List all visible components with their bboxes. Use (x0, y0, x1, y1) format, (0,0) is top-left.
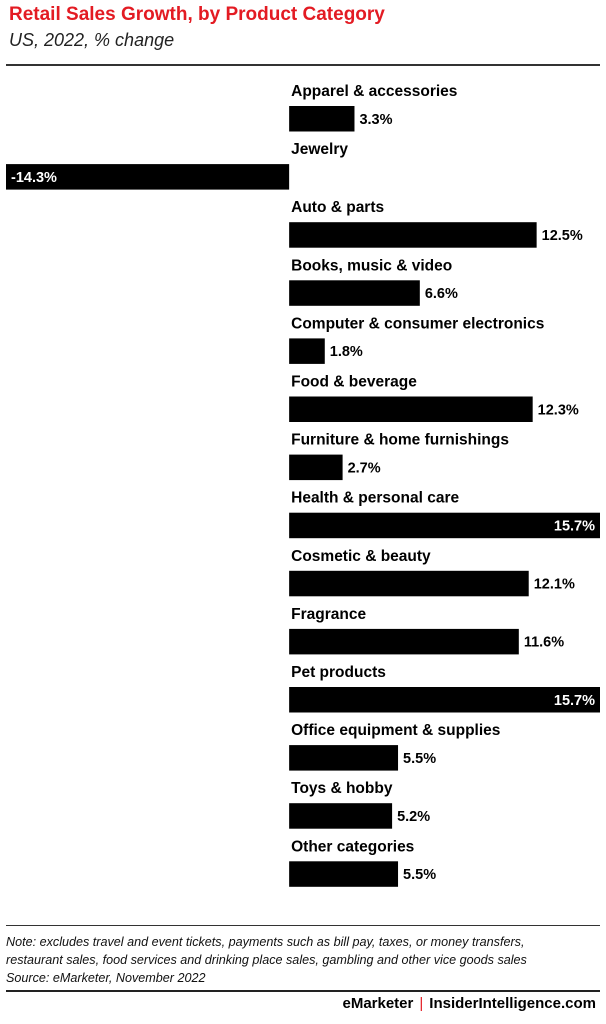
bar-0 (289, 106, 355, 132)
value-label: -14.3% (11, 170, 57, 186)
bar-7 (289, 512, 600, 539)
top-divider (6, 64, 600, 66)
chart-subtitle: US, 2022, % change (9, 30, 175, 50)
bar-13 (289, 861, 399, 887)
value-label: 11.6% (524, 635, 564, 651)
value-label: 5.5% (403, 751, 436, 767)
note-line-2: restaurant sales, food services and drin… (6, 953, 527, 967)
category-label: Cosmetic & beauty (291, 548, 431, 565)
value-label: 12.1% (534, 577, 575, 593)
chart-notes: Note: excludes travel and event tickets,… (6, 933, 600, 987)
source-line: Source: eMarketer, November 2022 (6, 971, 206, 985)
bar-6 (289, 454, 343, 481)
value-label: 2.7% (348, 460, 381, 476)
category-label: Health & personal care (291, 490, 459, 507)
brand-separator: | (419, 995, 424, 1012)
value-label: 6.6% (425, 286, 458, 302)
category-label: Pet products (291, 664, 386, 681)
value-label: 12.3% (538, 402, 579, 418)
bar-11 (289, 745, 399, 771)
value-label: 5.5% (403, 867, 436, 883)
value-label: 12.5% (542, 228, 583, 244)
chart-title: Retail Sales Growth, by Product Category (9, 4, 385, 25)
bar-5 (289, 396, 533, 422)
value-label: 15.7% (554, 693, 595, 709)
category-label: Toys & hobby (291, 780, 393, 797)
bar-chart: Apparel & accessories 3.3% Jewelry -14.3% Au… (6, 83, 600, 887)
category-label: Furniture & home furnishings (291, 432, 509, 449)
bar-1 (6, 164, 290, 190)
bar-8 (289, 570, 529, 597)
value-label: 15.7% (554, 518, 595, 534)
bar-3 (289, 280, 420, 306)
category-label: Jewelry (291, 141, 348, 158)
category-label: Fragrance (291, 606, 366, 623)
notes-divider (6, 925, 600, 926)
footer-divider (6, 990, 600, 992)
category-label: Other categories (291, 838, 414, 855)
value-label: 1.8% (330, 344, 363, 360)
category-label: Office equipment & supplies (291, 722, 500, 739)
bar-10 (289, 687, 600, 713)
bar-2 (289, 222, 537, 248)
category-label: Food & beverage (291, 374, 417, 391)
note-line-1: Note: excludes travel and event tickets,… (6, 935, 525, 949)
brand-insider-intelligence: InsiderIntelligence.com (429, 995, 596, 1012)
value-label: 5.2% (397, 809, 430, 825)
bar-12 (289, 803, 393, 829)
category-label: Apparel & accessories (291, 83, 457, 100)
category-label: Computer & consumer electronics (291, 315, 544, 332)
category-label: Books, music & video (291, 257, 452, 274)
brand-emarketer: eMarketer (342, 995, 414, 1012)
category-label: Auto & parts (291, 199, 384, 216)
value-label: 3.3% (359, 112, 392, 128)
bar-4 (289, 338, 325, 364)
footer-brand: eMarketer | InsiderIntelligence.com (342, 995, 596, 1012)
bar-9 (289, 628, 519, 655)
